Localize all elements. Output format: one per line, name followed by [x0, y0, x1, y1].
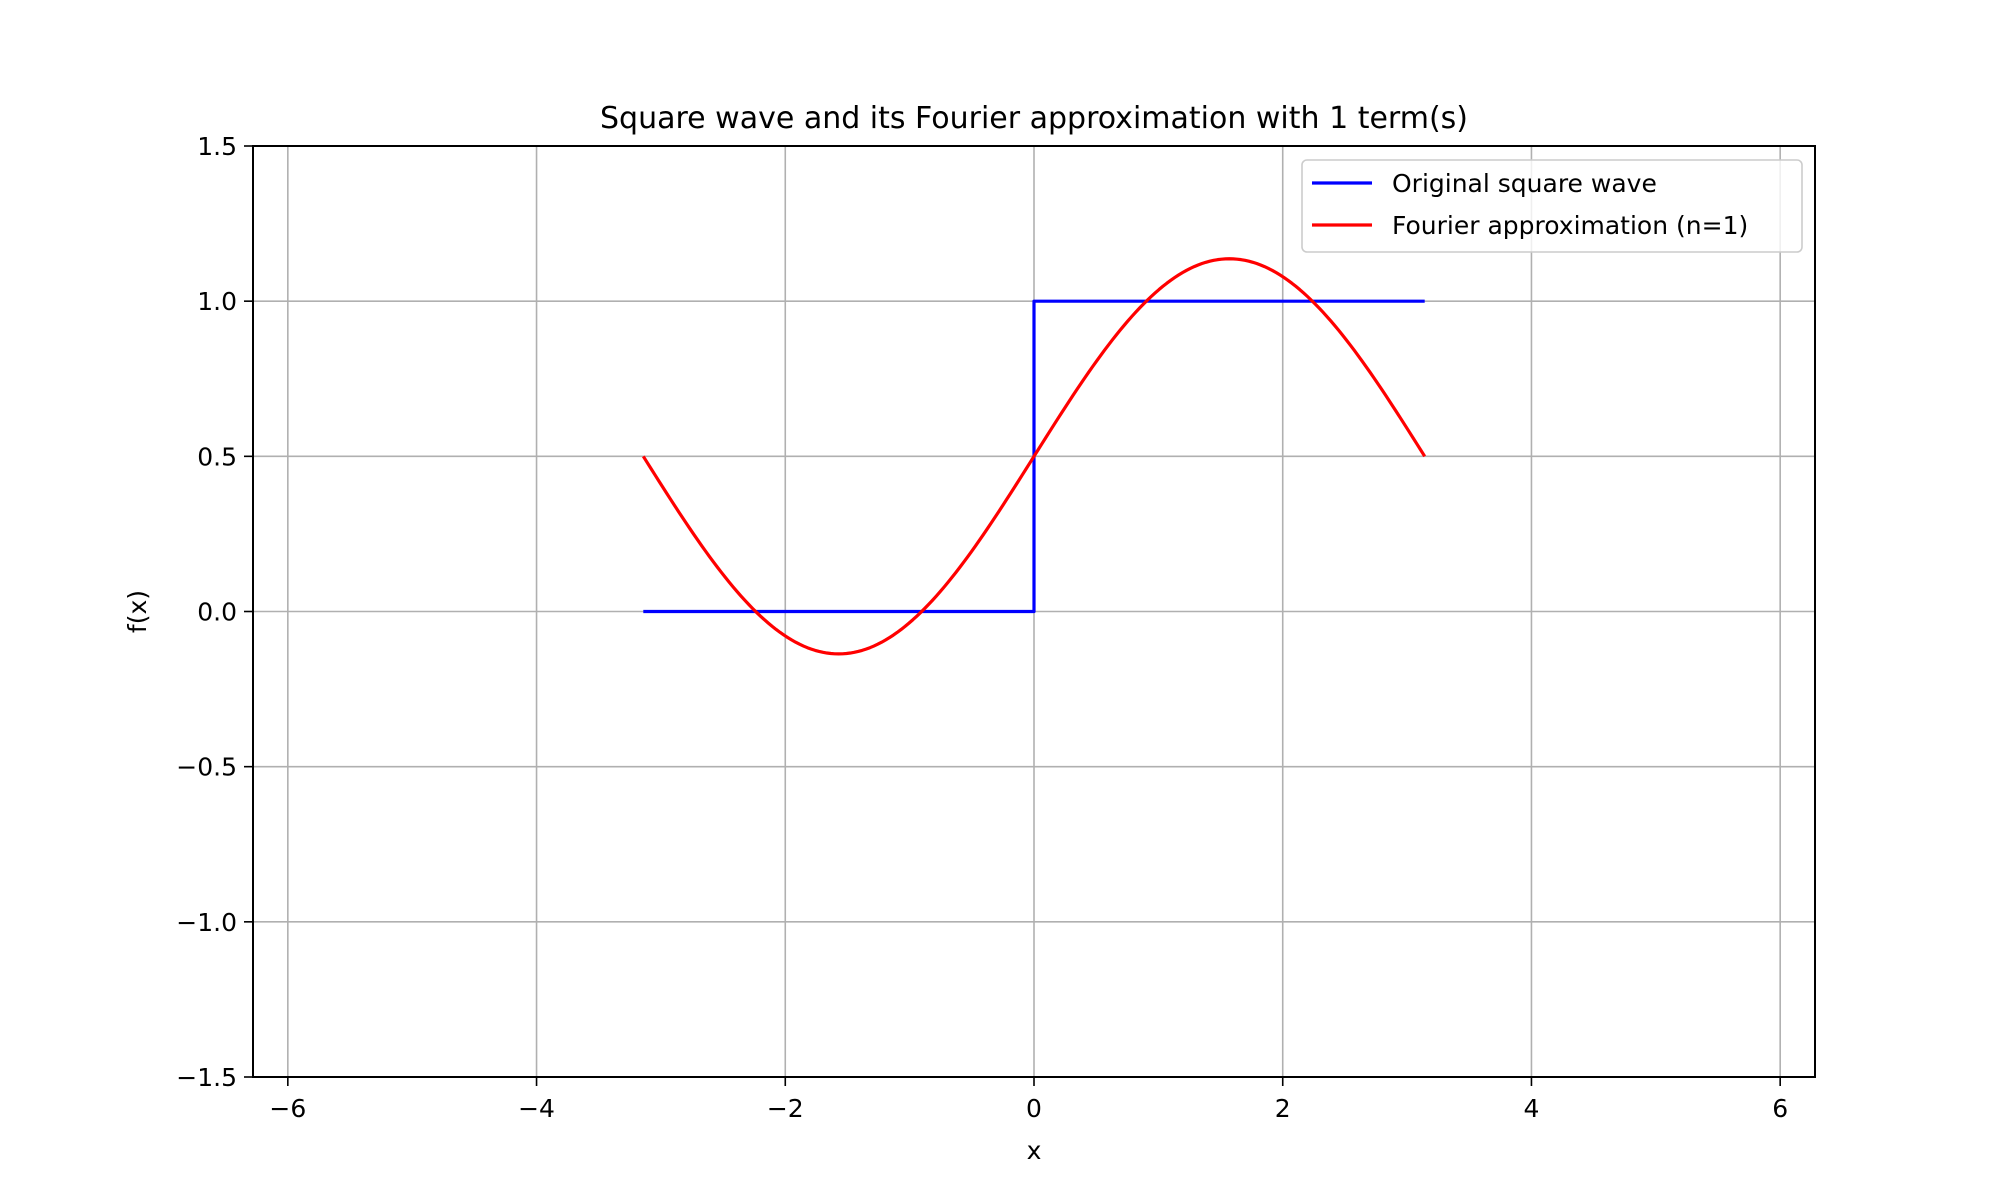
- x-tick-label: −4: [518, 1094, 555, 1123]
- y-tick-label: 1.0: [197, 287, 237, 316]
- y-tick-label: −1.0: [176, 908, 237, 937]
- chart-title: Square wave and its Fourier approximatio…: [600, 101, 1468, 136]
- legend: Original square wave Fourier approximatio…: [1301, 159, 1803, 253]
- legend-label-1: Original square wave: [1392, 169, 1657, 198]
- y-tick-label: −1.5: [176, 1063, 237, 1092]
- legend-box: [1301, 159, 1803, 253]
- y-axis-label: f(x): [123, 590, 152, 633]
- x-tick-label: 6: [1772, 1094, 1788, 1123]
- x-tick-label: −2: [767, 1094, 804, 1123]
- x-tick-label: 2: [1275, 1094, 1291, 1123]
- y-tick-label: 0.0: [197, 598, 237, 627]
- x-axis-label: x: [1027, 1136, 1042, 1165]
- y-tick-label: −0.5: [176, 753, 237, 782]
- y-tick-label: 1.5: [197, 132, 237, 161]
- x-tick-label: 4: [1523, 1094, 1539, 1123]
- x-tick-label: 0: [1026, 1094, 1042, 1123]
- series-line-2: [641, 257, 1427, 656]
- axis-ticks: −6 −4 −2 0 2 4 6 −1.5 −1.0 −0.5 0.0 0.5 1.0 1.5: [176, 132, 1788, 1123]
- plot-lines: [641, 257, 1427, 656]
- y-tick-label: 0.5: [197, 442, 237, 471]
- legend-label-2: Fourier approximation (n=1): [1392, 211, 1748, 240]
- x-tick-label: −6: [269, 1094, 306, 1123]
